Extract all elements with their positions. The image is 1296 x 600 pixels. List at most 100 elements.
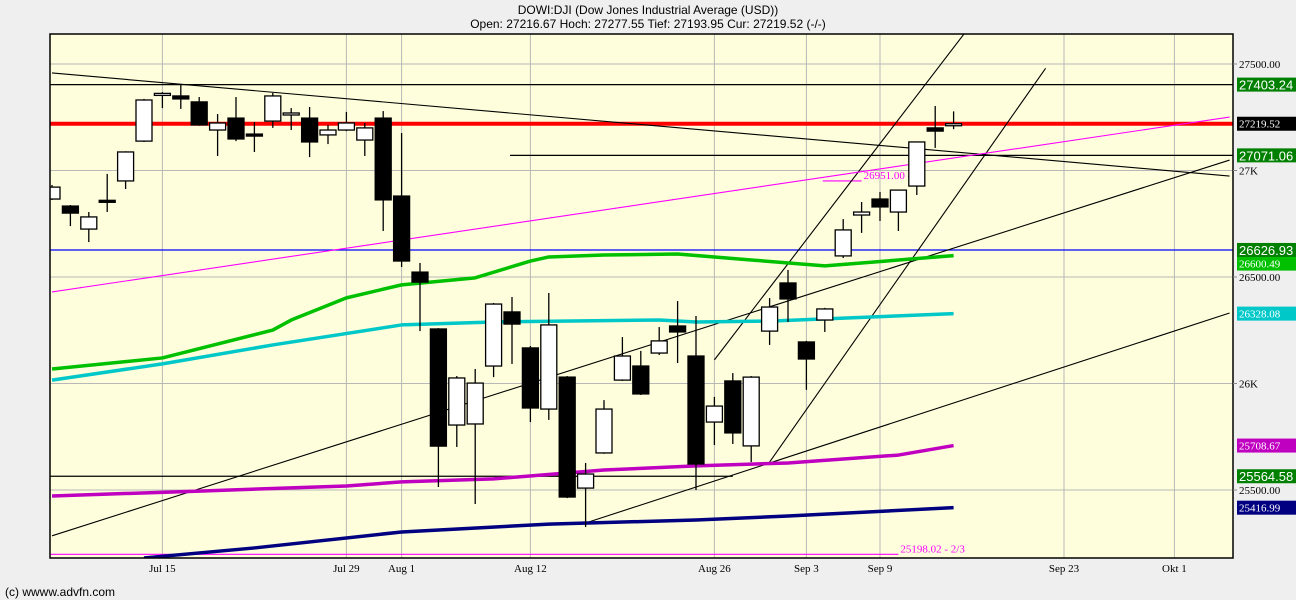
candle (852, 202, 871, 233)
candle-body (889, 189, 908, 213)
candle (724, 373, 742, 444)
candle (466, 369, 484, 505)
candle (926, 105, 944, 148)
candle (613, 337, 632, 381)
price-label-box (1237, 469, 1296, 484)
candle-body (650, 340, 668, 354)
price-label-box (1237, 256, 1296, 271)
candle (503, 297, 521, 364)
price-label-text: 27403.24 (1239, 78, 1293, 93)
candle (687, 315, 705, 490)
candle (227, 97, 245, 142)
price-label-box (1237, 438, 1296, 453)
candle-body (834, 229, 852, 257)
candle-body (816, 308, 834, 321)
candle-body (852, 211, 871, 216)
candle (337, 111, 356, 132)
x-tick-label: Aug 12 (514, 563, 547, 575)
y-tick-label: 25500.00 (1239, 485, 1281, 497)
candle-body (926, 127, 944, 132)
candle (153, 92, 172, 109)
candle-body (595, 408, 613, 454)
candle (245, 121, 264, 152)
moving-average-line (51, 443, 954, 498)
candle-body (172, 95, 190, 100)
price-label-text: 26626.93 (1239, 243, 1293, 258)
candle-body (687, 355, 705, 465)
price-label-text: 27071.06 (1239, 148, 1293, 163)
candle-body (779, 282, 797, 300)
candle-body (337, 122, 356, 131)
candle (319, 124, 337, 145)
axes: 27500.00 27K 26500.00 26K 25500.00 Jul 15 Jul … (149, 59, 1296, 575)
candle-body (576, 473, 595, 489)
candle (650, 327, 668, 355)
candle-body (392, 195, 411, 262)
candle (80, 212, 98, 243)
price-label-box (1237, 77, 1296, 92)
candle (816, 307, 834, 332)
candle-body (705, 405, 724, 423)
trend-line (51, 116, 1230, 293)
candle-body (374, 117, 392, 201)
candle (448, 376, 466, 447)
candle (834, 219, 852, 259)
candle-body (429, 328, 448, 447)
candle (135, 98, 153, 142)
candle-body (448, 377, 466, 426)
candle (944, 111, 963, 130)
candle (760, 298, 779, 345)
candle (705, 396, 724, 446)
candle-body (742, 376, 760, 447)
quote-line: Open: 27216.67 Hoch: 27277.55 Tief: 2719… (470, 17, 826, 31)
candle-body (245, 133, 264, 137)
candle (595, 400, 613, 454)
plot-area (50, 34, 1233, 558)
candle (668, 301, 687, 364)
price-label-box (1237, 116, 1296, 131)
candle (742, 376, 760, 463)
candle-body (50, 186, 61, 200)
candle (50, 184, 61, 200)
x-tick-label: Jul 15 (149, 563, 176, 575)
candle (576, 462, 595, 528)
y-tick-label: 26K (1239, 379, 1258, 391)
candle (300, 107, 319, 158)
candle (392, 133, 411, 267)
candle-body (135, 99, 153, 142)
price-label-text: 25416.99 (1239, 503, 1281, 515)
x-tick-label: Aug 26 (698, 563, 731, 575)
candle-body (80, 216, 98, 230)
x-tick-label: Sep 3 (794, 563, 819, 575)
y-tick-label: 27K (1239, 166, 1258, 178)
candle (356, 123, 374, 157)
candle (411, 262, 429, 332)
candle-body (668, 325, 687, 333)
candle (521, 346, 540, 423)
candle-body (797, 341, 816, 360)
price-label-box (1237, 306, 1296, 321)
candle (558, 376, 576, 499)
candle-body (61, 205, 80, 214)
plot-content: 26951.00 - 1 25198.02 - 2/3 (50, 34, 1233, 558)
x-tick-label: Aug 1 (388, 563, 415, 575)
price-label-text: 25564.58 (1239, 469, 1293, 484)
price-label-text: 26600.49 (1239, 259, 1281, 271)
trend-line (585, 312, 1230, 524)
candle (98, 173, 116, 213)
candle (116, 151, 135, 190)
candle-body (264, 95, 282, 122)
candle-body (116, 151, 135, 182)
candle (190, 97, 208, 126)
candle (208, 114, 227, 157)
candle-body (540, 324, 558, 410)
candle-body (613, 355, 632, 381)
line-annotation-label: 26951.00 - 1 (864, 170, 920, 182)
price-label-text: 27219.52 (1239, 119, 1280, 131)
price-label-text: 26328.08 (1239, 309, 1281, 321)
trend-line (769, 67, 1047, 463)
candle (871, 192, 889, 221)
candle (540, 292, 558, 420)
candle-body (521, 347, 540, 409)
